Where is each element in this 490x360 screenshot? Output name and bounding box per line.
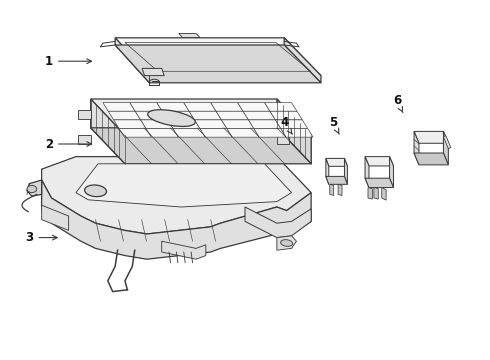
- Polygon shape: [326, 158, 329, 184]
- Polygon shape: [414, 153, 448, 165]
- Polygon shape: [248, 120, 281, 129]
- Polygon shape: [162, 241, 206, 259]
- Polygon shape: [211, 103, 243, 111]
- Polygon shape: [414, 131, 419, 165]
- Text: 2: 2: [45, 138, 92, 150]
- Circle shape: [27, 185, 37, 193]
- Text: 3: 3: [25, 231, 57, 244]
- Polygon shape: [173, 129, 205, 137]
- Polygon shape: [365, 157, 369, 188]
- Polygon shape: [91, 99, 311, 135]
- Ellipse shape: [281, 240, 293, 246]
- Polygon shape: [216, 111, 248, 120]
- Polygon shape: [365, 178, 393, 188]
- Text: 1: 1: [45, 55, 92, 68]
- Polygon shape: [275, 120, 308, 129]
- Polygon shape: [168, 120, 200, 129]
- Polygon shape: [227, 129, 259, 137]
- Polygon shape: [221, 120, 254, 129]
- Polygon shape: [277, 135, 289, 144]
- Polygon shape: [103, 103, 135, 111]
- Polygon shape: [365, 157, 393, 166]
- Polygon shape: [135, 111, 168, 120]
- Polygon shape: [254, 129, 286, 137]
- Polygon shape: [114, 120, 146, 129]
- Polygon shape: [390, 157, 393, 188]
- Polygon shape: [78, 110, 91, 119]
- Text: 5: 5: [329, 116, 339, 134]
- Polygon shape: [330, 184, 334, 195]
- Polygon shape: [368, 188, 372, 199]
- Polygon shape: [382, 188, 386, 200]
- Polygon shape: [184, 103, 216, 111]
- Polygon shape: [162, 111, 195, 120]
- Ellipse shape: [147, 110, 196, 126]
- Polygon shape: [115, 38, 149, 83]
- Polygon shape: [414, 131, 448, 143]
- Polygon shape: [179, 33, 200, 37]
- Polygon shape: [326, 176, 347, 184]
- Polygon shape: [243, 111, 275, 120]
- Polygon shape: [281, 129, 313, 137]
- Polygon shape: [91, 128, 311, 164]
- Polygon shape: [284, 38, 321, 83]
- Polygon shape: [108, 111, 141, 120]
- Polygon shape: [146, 129, 178, 137]
- Polygon shape: [115, 45, 321, 83]
- Polygon shape: [115, 38, 321, 76]
- Polygon shape: [130, 103, 162, 111]
- Polygon shape: [42, 157, 311, 234]
- Polygon shape: [141, 120, 173, 129]
- Polygon shape: [189, 111, 221, 120]
- Polygon shape: [238, 103, 270, 111]
- Polygon shape: [277, 110, 289, 119]
- Polygon shape: [42, 205, 69, 230]
- Polygon shape: [42, 180, 311, 259]
- Ellipse shape: [85, 185, 106, 197]
- Polygon shape: [443, 131, 448, 165]
- Polygon shape: [76, 164, 292, 207]
- Text: 4: 4: [280, 116, 292, 134]
- Polygon shape: [338, 184, 342, 195]
- Polygon shape: [200, 129, 232, 137]
- Polygon shape: [195, 120, 227, 129]
- Polygon shape: [326, 158, 347, 166]
- Polygon shape: [27, 180, 42, 196]
- Polygon shape: [157, 103, 189, 111]
- Polygon shape: [277, 99, 311, 164]
- Polygon shape: [270, 111, 302, 120]
- Polygon shape: [374, 188, 378, 199]
- Polygon shape: [142, 68, 164, 76]
- Text: 6: 6: [393, 94, 403, 113]
- Polygon shape: [265, 103, 297, 111]
- Polygon shape: [78, 135, 91, 144]
- Polygon shape: [277, 236, 296, 250]
- Polygon shape: [119, 129, 151, 137]
- Polygon shape: [443, 136, 451, 149]
- Polygon shape: [91, 99, 125, 164]
- Polygon shape: [344, 158, 347, 184]
- Polygon shape: [245, 207, 311, 238]
